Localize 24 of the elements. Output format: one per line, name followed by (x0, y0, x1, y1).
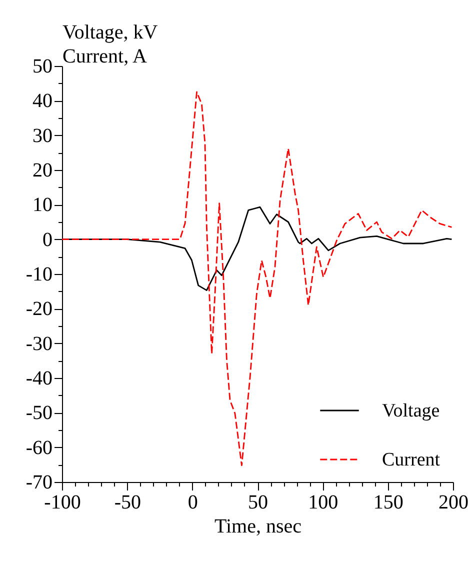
y-axis-title: Voltage, kV Current, A (62, 22, 158, 68)
legend-label: Current (382, 450, 441, 470)
y-tick-label: 20 (32, 160, 52, 182)
x-tick-label: -50 (114, 492, 142, 514)
y-tick-label: 40 (32, 90, 52, 112)
y-tick-label: -60 (26, 436, 52, 459)
x-axis-title: Time, nsec (214, 516, 302, 538)
y-tick-label: -70 (26, 472, 52, 494)
x-tick-label: 100 (308, 492, 338, 514)
y-tick-label: 10 (32, 194, 52, 216)
x-tick-label: -100 (44, 492, 81, 514)
x-tick-label: 50 (248, 492, 268, 514)
x-tick-label: 200 (438, 492, 468, 514)
y-tick-label: -30 (26, 332, 52, 355)
y-tick-label: -10 (26, 264, 52, 286)
y-tick-label: 30 (32, 124, 52, 147)
y-tick-label: -40 (26, 368, 52, 390)
x-tick-label: 150 (373, 492, 404, 514)
y-tick-label: 50 (32, 56, 52, 78)
x-tick-label: 0 (188, 492, 198, 514)
legend-label: Voltage (382, 400, 440, 422)
y-tick-label: -20 (26, 298, 52, 320)
y-tick-label: 0 (42, 228, 52, 251)
y-tick-label: -50 (26, 402, 52, 424)
